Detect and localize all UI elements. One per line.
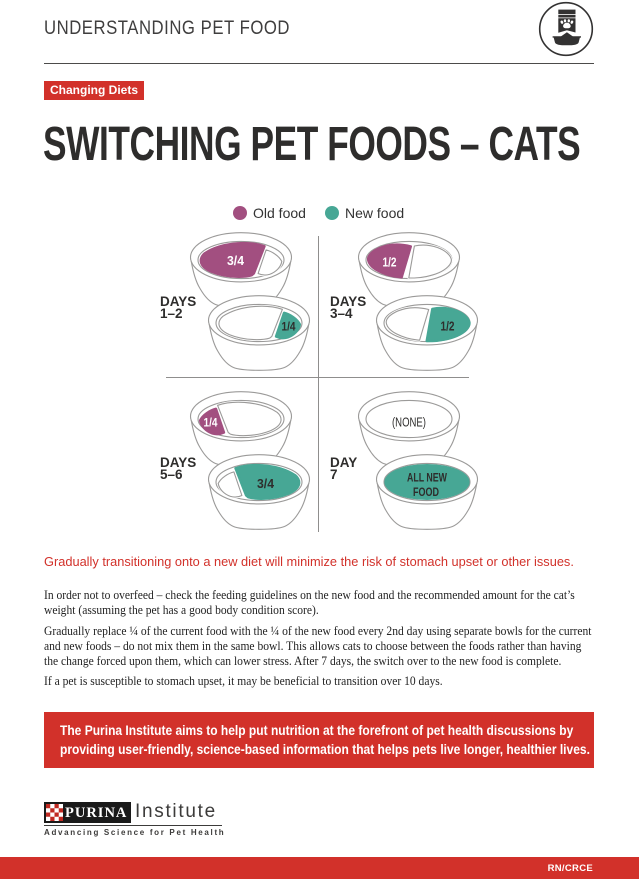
svg-text:ALL NEW: ALL NEW [407, 473, 447, 485]
svg-text:1/4: 1/4 [282, 320, 296, 334]
svg-text:FOOD: FOOD [413, 487, 439, 499]
svg-text:3/4: 3/4 [257, 476, 275, 491]
svg-text:1/2: 1/2 [383, 256, 397, 270]
svg-text:1/2: 1/2 [441, 320, 455, 334]
svg-text:3/4: 3/4 [227, 253, 245, 268]
svg-text:(NONE): (NONE) [392, 416, 426, 430]
svg-text:1/4: 1/4 [204, 416, 218, 430]
